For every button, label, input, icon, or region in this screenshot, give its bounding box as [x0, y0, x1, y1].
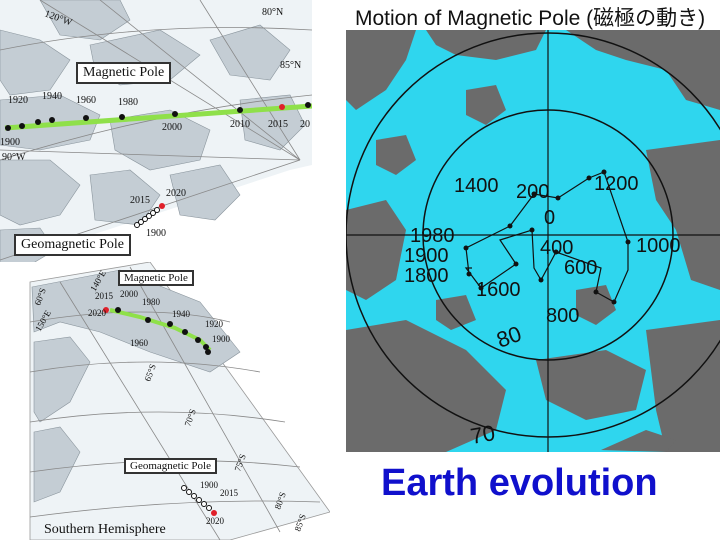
year-label-1000: 1000 — [636, 235, 681, 257]
geo-year-label: 2015 — [130, 195, 150, 206]
track-point — [305, 102, 311, 108]
geo-year-label: 2015 — [220, 488, 239, 498]
year-label: 1980 — [142, 297, 161, 307]
year-label: 2015 — [268, 119, 288, 130]
south-pole-2020 — [103, 307, 109, 313]
track-point — [19, 123, 25, 129]
year-label-1800: 1800 — [404, 265, 449, 287]
lat-label-80n: 80°N — [262, 7, 283, 18]
year-label-1600: 1600 — [476, 279, 521, 301]
southern-hemisphere-caption: Southern Hemisphere — [44, 522, 166, 537]
year-label: 2000 — [120, 289, 139, 299]
latitude-circle-70 — [346, 32, 720, 438]
track-point — [35, 119, 41, 125]
year-label-800: 800 — [546, 305, 579, 327]
geo-year-label: 1900 — [146, 228, 166, 239]
year-label: 2015 — [95, 291, 114, 301]
year-label: 1960 — [76, 95, 96, 106]
geo-year-label: 1900 — [200, 480, 219, 490]
track-point — [5, 125, 11, 131]
circle-label-80: 80 — [493, 321, 525, 353]
year-label: 2000 — [162, 122, 182, 133]
track-point — [83, 115, 89, 121]
year-label-1400: 1400 — [454, 175, 499, 197]
track-point — [172, 111, 178, 117]
year-label: 1960 — [130, 338, 149, 348]
lat-label-85n: 85°N — [280, 60, 301, 71]
slide-title: Motion of Magnetic Pole (磁極の動き) — [355, 7, 706, 30]
south-magnetic-pole-label: Magnetic Pole — [118, 270, 194, 286]
year-label: 2020 — [88, 308, 107, 318]
year-label: 1940 — [42, 91, 62, 102]
geo-pole-2020 — [159, 203, 165, 209]
track-point — [49, 117, 55, 123]
year-label: 1920 — [8, 95, 28, 106]
year-label: 1940 — [172, 309, 191, 319]
magnetic-pole-label: Magnetic Pole — [76, 62, 172, 84]
year-label: 1920 — [205, 319, 224, 329]
track-point — [237, 107, 243, 113]
south-geomagnetic-pole-label: Geomagnetic Pole — [124, 458, 217, 474]
lon-label-90w: 90°W — [2, 152, 26, 163]
year-label: 1900 — [0, 137, 20, 148]
magnetic-pole-track — [4, 103, 312, 131]
year-label-0: 0 — [544, 207, 555, 229]
geo-year-label: 2020 — [206, 516, 225, 526]
arctic-pole-motion-map: 1400 200 1200 0 1000 400 600 800 1600 18… — [346, 30, 720, 452]
north-pole-map: 80°N 85°N 120°W 90°W 1900 1920 1940 1960… — [0, 0, 312, 265]
track-point — [119, 114, 125, 120]
year-label-1900: 1900 — [404, 245, 449, 267]
south-geo-pole-2020 — [211, 510, 217, 516]
year-label-200: 200 — [516, 181, 549, 203]
year-label: 20 — [300, 119, 310, 130]
year-label: 2010 — [230, 119, 250, 130]
year-label-600: 600 — [564, 257, 597, 279]
year-label-400: 400 — [540, 237, 573, 259]
circle-label-70: 70 — [469, 420, 497, 449]
year-label: 1980 — [118, 97, 138, 108]
track-point-2015 — [279, 104, 285, 110]
geomagnetic-pole-label: Geomagnetic Pole — [14, 234, 132, 256]
year-label-1200: 1200 — [594, 173, 639, 195]
geo-year-label: 2020 — [166, 188, 186, 199]
latitude-circle-80 — [422, 109, 674, 361]
south-pole-map: 60°S 65°S 70°S 75°S 80°S 85°S 140°E 150°… — [0, 262, 330, 540]
south-magnetic-track — [109, 308, 212, 352]
year-label: 1900 — [212, 334, 231, 344]
footer-title: Earth evolution — [381, 462, 658, 504]
year-label-1980: 1980 — [410, 225, 455, 247]
